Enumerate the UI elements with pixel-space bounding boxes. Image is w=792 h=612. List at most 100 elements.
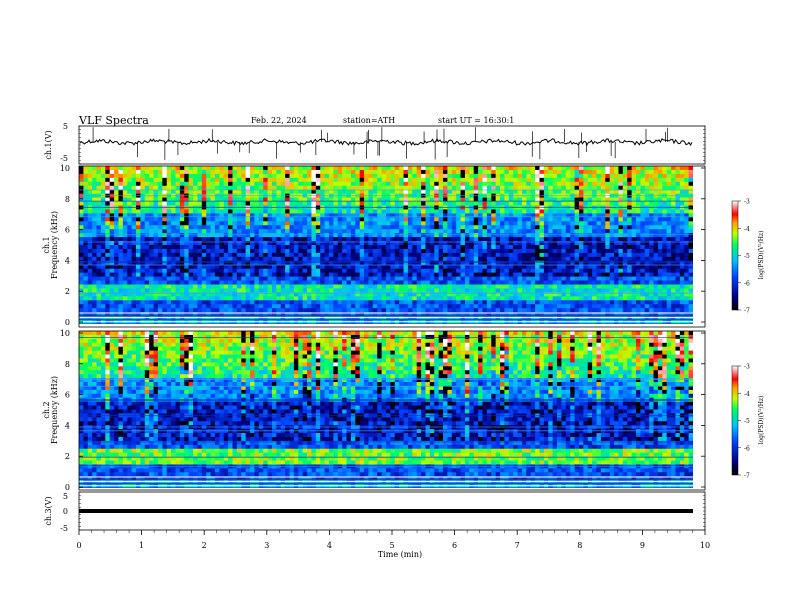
spectrogram-cell <box>109 189 115 195</box>
spectrogram-cell <box>140 213 146 218</box>
spectrogram-cell <box>649 217 654 222</box>
spectrogram-cell <box>438 173 444 179</box>
spectrogram-cell <box>276 284 282 289</box>
spectrogram-cell <box>136 189 141 195</box>
spectrogram-cell <box>166 272 172 277</box>
spectrogram-cell <box>583 300 589 305</box>
spectrogram-cell <box>399 233 404 238</box>
spectrogram-cell <box>193 264 198 270</box>
spectrogram-cell <box>618 201 624 206</box>
spectrogram-cell <box>328 197 334 202</box>
spectrogram-cell <box>333 201 339 206</box>
spectrogram-cell <box>311 300 317 305</box>
spectrogram-cell <box>258 260 264 266</box>
spectrogram-cell <box>548 292 554 297</box>
spectrogram-cell <box>583 189 589 195</box>
spectrogram-cell <box>627 221 632 226</box>
spectrogram-cell <box>517 173 523 179</box>
spectrogram-cell <box>587 173 593 179</box>
spectrogram-cell <box>403 197 409 202</box>
spectrogram-cell <box>640 237 646 242</box>
spectrogram-cell <box>114 241 119 246</box>
spectrogram-cell <box>250 217 255 222</box>
spectrogram-cell <box>412 280 418 285</box>
spectrogram-cell <box>328 177 334 183</box>
spectrogram-cell <box>684 245 690 250</box>
spectrogram-cell <box>473 197 479 202</box>
spectrogram-cell <box>267 288 273 293</box>
spectrogram-cell <box>574 252 580 258</box>
spectrogram-cell <box>328 169 334 175</box>
spectrogram-cell <box>276 233 282 238</box>
spectrogram-cell <box>438 256 444 262</box>
spectrogram-cell <box>500 292 505 297</box>
spectrogram-cell <box>219 256 225 262</box>
spectrogram-cell <box>381 248 387 254</box>
spectrogram-cell <box>153 181 159 187</box>
spectrogram-cell <box>666 217 672 222</box>
spectrogram-cell <box>381 181 387 187</box>
spectrogram-cell <box>526 221 532 226</box>
spectrogram-cell <box>644 225 650 230</box>
spectrogram-cell <box>276 217 282 222</box>
spectrogram-cell <box>635 173 641 179</box>
spectrogram-cell <box>596 233 602 238</box>
spectrogram-cell <box>447 185 453 191</box>
spectrogram-cell <box>79 292 84 297</box>
spectrogram-cell <box>285 288 290 293</box>
spectrogram-cell <box>201 185 207 191</box>
spectrogram-cell <box>127 248 133 254</box>
spectrogram-cell <box>578 177 584 183</box>
spectrogram-cell <box>425 217 431 222</box>
spectrogram-cell <box>447 221 453 226</box>
spectrogram-cell <box>671 276 676 281</box>
spectrogram-cell <box>565 284 571 289</box>
spectrogram-cell <box>245 213 251 218</box>
spectrogram-cell <box>491 276 497 281</box>
spectrogram-cell <box>451 221 457 226</box>
spectrogram-cell <box>149 169 154 175</box>
spectrogram-cell <box>425 233 431 238</box>
spectrogram-cell <box>662 177 668 183</box>
spectrogram-cell <box>592 280 597 285</box>
spectrogram-cell <box>157 237 163 242</box>
spectrogram-cell <box>473 189 479 195</box>
spectrogram-cell <box>438 300 444 305</box>
spectrogram-cell <box>293 237 299 242</box>
spectrogram-cell <box>131 221 137 226</box>
spectrogram-cell <box>83 169 89 175</box>
spectrogram-cell <box>258 284 264 289</box>
spectrogram-cell <box>96 237 102 242</box>
spectrogram-cell <box>311 245 317 250</box>
spectrogram-cell <box>666 284 672 289</box>
spectrogram-cell <box>425 284 431 289</box>
spectrogram-cell <box>614 185 619 191</box>
spectrogram-cell <box>263 276 268 281</box>
spectrogram-cell <box>614 166 619 171</box>
spectrogram-cell <box>464 245 470 250</box>
spectrogram-cell <box>250 237 255 242</box>
spectrogram-cell <box>377 292 383 297</box>
spectrogram-cell <box>478 256 483 262</box>
spectrogram-cell <box>425 201 431 206</box>
spectrogram-cell <box>276 201 282 206</box>
spectrogram-cell <box>407 268 413 274</box>
spectrogram-cell <box>486 177 492 183</box>
spectrogram-cell <box>140 292 146 297</box>
spectrogram-cell <box>574 177 580 183</box>
spectrogram-cell <box>136 197 141 202</box>
spectrogram-cell <box>197 201 203 206</box>
spectrogram-cell <box>171 221 176 226</box>
spectrogram-cell <box>285 169 290 175</box>
spectrogram-cell <box>109 221 115 226</box>
spectrogram-cell <box>526 177 532 183</box>
spectrogram-cell <box>548 272 554 277</box>
spectrogram-cell <box>271 241 277 246</box>
spectrogram-cell <box>175 252 181 258</box>
spectrogram-cell <box>618 213 624 218</box>
spectrogram-cell <box>179 276 185 281</box>
spectrogram-cell <box>280 248 286 254</box>
spectrogram-cell <box>557 197 562 202</box>
spectrogram-cell <box>210 276 216 281</box>
spectrogram-cell <box>79 181 84 187</box>
